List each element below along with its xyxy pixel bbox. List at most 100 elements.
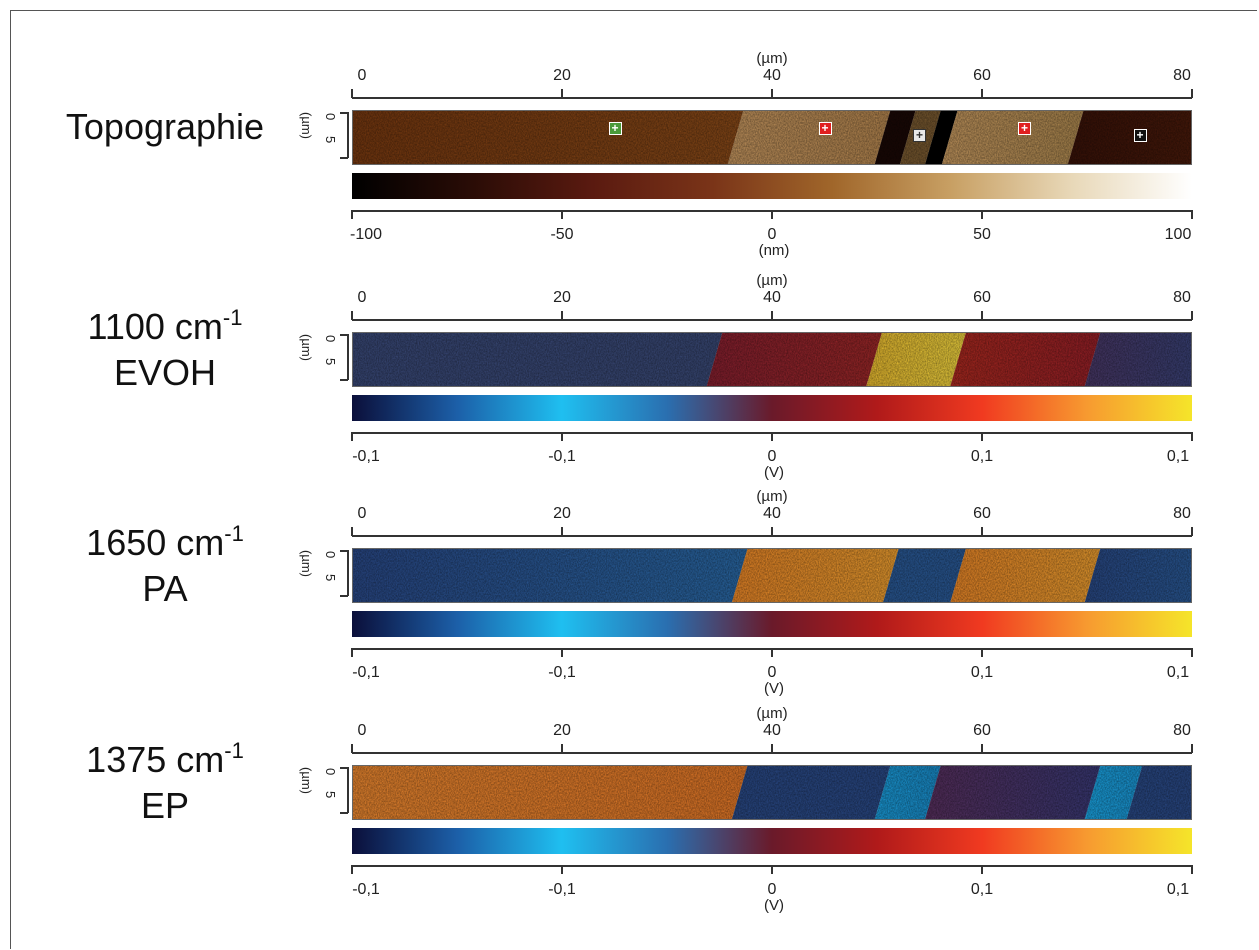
x-axis-tick-label: 60 (973, 722, 991, 739)
colorbar-tick-label: 0,1 (1166, 881, 1190, 898)
colorbar (352, 828, 1192, 854)
panel-label-line: EP (40, 783, 290, 829)
x-axis-tick (561, 744, 563, 753)
x-axis-tick-label: 40 (763, 289, 781, 306)
measurement-marker: + (1133, 129, 1147, 142)
x-axis-tick (771, 311, 773, 320)
colorbar-tick (771, 648, 773, 657)
panel-topographie: Topographie (µm) 0 20 40 60 80 (µm) 0 5 + + + + + -100-… (0, 40, 1259, 275)
y-axis-tick (340, 550, 348, 552)
colorbar-tick-label: -50 (550, 226, 574, 243)
colorbar-tick (771, 210, 773, 219)
figure-frame (10, 10, 1257, 949)
y-axis-line (347, 334, 349, 380)
map-texture (353, 333, 1191, 386)
colorbar-tick (771, 432, 773, 441)
colorbar-tick (351, 432, 353, 441)
map-image (352, 332, 1192, 387)
y-axis: (µm) 0 5 (299, 332, 350, 387)
colorbar-tick (561, 865, 563, 874)
colorbar-tick-label: 50 (973, 226, 991, 243)
panel-label: 1100 cm-1 EVOH (40, 304, 290, 396)
colorbar (352, 611, 1192, 637)
x-axis-tick (351, 89, 353, 98)
x-axis-tick (1191, 89, 1193, 98)
panel-evoh: 1100 cm-1 EVOH (µm) 0 20 40 60 80 (µm) 0 5 -0,1 -0,1… (0, 262, 1259, 497)
panel-label-line: 1375 cm-1 (40, 737, 290, 783)
colorbar-tick-label: -0,1 (548, 448, 576, 465)
y-axis-line (347, 550, 349, 596)
colorbar-tick-label: 0 (767, 664, 777, 681)
colorbar-tick-label: 0 (767, 448, 777, 465)
colorbar-tick (351, 865, 353, 874)
x-axis-unit: (µm) (756, 705, 788, 722)
colorbar-tick-label: -0,1 (352, 664, 380, 681)
x-axis-tick-label: 60 (973, 67, 991, 84)
panel-label-superscript: -1 (222, 305, 243, 330)
x-axis-unit: (µm) (756, 488, 788, 505)
x-axis-tick (1191, 527, 1193, 536)
colorbar-axis: -0,1 -0,1 0 0,1 0,1 (V) (351, 432, 1193, 496)
map-svg (353, 549, 1191, 602)
x-axis-tick-label: 20 (553, 505, 571, 522)
y-axis-unit: (µm) (299, 550, 314, 577)
map-svg (353, 333, 1191, 386)
colorbar-tick-label: -100 (349, 226, 383, 243)
x-axis-unit: (µm) (756, 50, 788, 67)
panel-label: 1375 cm-1 EP (40, 737, 290, 829)
y-axis-tick (340, 812, 348, 814)
measurement-marker: + (1018, 122, 1031, 135)
x-axis-tick (981, 744, 983, 753)
y-axis: (µm) 0 5 (299, 110, 350, 165)
measurement-marker: + (818, 122, 832, 135)
x-axis-tick-label: 20 (553, 722, 571, 739)
x-axis-tick (981, 89, 983, 98)
measurement-marker: + (608, 122, 622, 135)
colorbar-tick-label: -0,1 (352, 881, 380, 898)
x-axis-tick (981, 311, 983, 320)
colorbar-tick (561, 648, 563, 657)
y-axis-tick (340, 379, 348, 381)
y-axis: (µm) 0 5 (299, 765, 350, 820)
x-axis: (µm) 0 20 40 60 80 (351, 478, 1193, 546)
panel-label-text: 1100 cm (87, 306, 223, 347)
map-image (352, 110, 1192, 165)
x-axis: (µm) 0 20 40 60 80 (351, 262, 1193, 330)
x-axis: (µm) 0 20 40 60 80 (351, 695, 1193, 763)
colorbar-tick-label: 0,1 (970, 881, 994, 898)
panel-label-text: Topographie (65, 106, 265, 147)
y-axis-line (347, 112, 349, 158)
x-axis-tick (561, 89, 563, 98)
panel-label: 1650 cm-1 PA (40, 520, 290, 612)
panel-label-superscript: -1 (224, 521, 244, 546)
colorbar-unit: (V) (764, 680, 784, 697)
x-axis: (µm) 0 20 40 60 80 (351, 40, 1193, 108)
colorbar-tick-label: 0 (767, 226, 777, 243)
y-axis-tick-label: 0 (323, 335, 338, 343)
x-axis-tick (771, 89, 773, 98)
colorbar-tick (981, 865, 983, 874)
x-axis-tick (771, 527, 773, 536)
map-image (352, 765, 1192, 820)
y-axis-unit: (µm) (299, 112, 314, 139)
map-texture (353, 766, 1191, 819)
panel-label-text: 1375 cm (86, 739, 225, 780)
colorbar-tick (1191, 210, 1193, 219)
x-axis-tick-label: 0 (357, 505, 367, 522)
colorbar-axis: -0,1 -0,1 0 0,1 0,1 (V) (351, 648, 1193, 712)
y-axis-tick (340, 157, 348, 159)
y-axis-tick-label: 0 (323, 768, 338, 776)
x-axis-tick-label: 0 (357, 722, 367, 739)
colorbar-tick-label: -0,1 (548, 664, 576, 681)
panel-label-text: EVOH (113, 352, 217, 393)
colorbar-tick-label: -0,1 (548, 881, 576, 898)
x-axis-tick (771, 744, 773, 753)
x-axis-tick (561, 311, 563, 320)
panel-pa: 1650 cm-1 PA (µm) 0 20 40 60 80 (µm) 0 5 -0,1 -0,1 0 0… (0, 478, 1259, 713)
y-axis-tick-label: 0 (323, 113, 338, 121)
x-axis-tick-label: 40 (763, 722, 781, 739)
colorbar-tick-label: 0,1 (1166, 664, 1190, 681)
x-axis-unit: (µm) (756, 272, 788, 289)
colorbar-tick-label: -0,1 (352, 448, 380, 465)
y-axis-tick-label: 5 (323, 358, 338, 366)
